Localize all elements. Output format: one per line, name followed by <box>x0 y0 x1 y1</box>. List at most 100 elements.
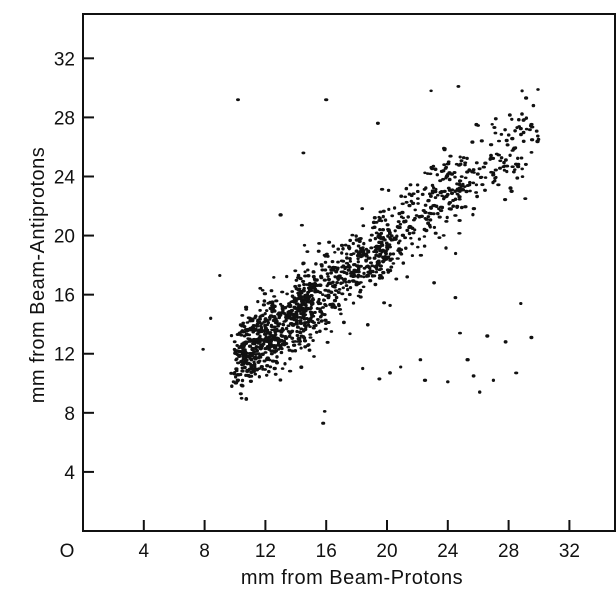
data-point <box>348 238 353 243</box>
data-point <box>290 329 295 333</box>
data-point <box>457 179 462 183</box>
data-point <box>400 202 405 206</box>
data-point <box>306 286 311 290</box>
data-point <box>325 284 329 288</box>
data-point <box>507 113 512 117</box>
data-point <box>358 290 362 294</box>
data-point <box>381 209 386 213</box>
data-point <box>373 282 378 287</box>
data-point <box>388 252 393 256</box>
data-point <box>270 349 275 353</box>
data-point <box>276 322 280 326</box>
data-point <box>382 301 387 305</box>
data-point <box>444 246 448 250</box>
data-point <box>326 277 332 282</box>
data-point <box>413 208 417 212</box>
data-point <box>311 274 316 279</box>
data-point <box>424 217 429 221</box>
data-point <box>257 359 262 363</box>
data-point <box>361 224 366 228</box>
data-point <box>314 262 318 266</box>
data-point <box>373 236 378 241</box>
data-point <box>285 292 289 296</box>
data-point <box>503 340 508 344</box>
data-point <box>351 241 355 246</box>
data-point <box>372 250 377 254</box>
data-point <box>520 175 525 179</box>
data-point <box>292 317 296 322</box>
data-point <box>405 228 410 233</box>
data-point <box>364 254 369 258</box>
data-point <box>323 260 328 264</box>
data-point <box>519 132 523 137</box>
data-point <box>257 353 262 357</box>
y-tick-label: 24 <box>54 167 76 188</box>
data-point <box>347 244 351 248</box>
data-point <box>323 327 328 331</box>
y-tick-label: 8 <box>64 404 75 425</box>
data-point <box>229 333 234 338</box>
data-point <box>378 210 383 214</box>
data-point <box>320 268 325 272</box>
data-point <box>244 332 249 336</box>
data-point <box>281 323 286 327</box>
data-point <box>429 89 433 93</box>
data-point <box>477 167 482 171</box>
data-point <box>303 345 308 349</box>
data-point <box>422 244 427 248</box>
data-point <box>395 234 399 238</box>
data-point <box>263 312 267 316</box>
data-point <box>485 334 490 338</box>
data-point <box>434 187 438 191</box>
data-point <box>325 254 330 258</box>
data-point <box>422 235 427 238</box>
data-point <box>438 179 443 183</box>
data-point <box>459 175 464 178</box>
data-point <box>311 321 317 324</box>
data-point <box>254 352 258 356</box>
data-point <box>393 229 397 233</box>
data-point <box>259 364 264 369</box>
data-point <box>411 201 416 206</box>
data-point <box>488 143 494 147</box>
data-point <box>248 354 252 358</box>
data-point <box>386 188 391 193</box>
data-point <box>263 328 268 332</box>
data-point <box>365 274 371 278</box>
data-point <box>277 311 282 315</box>
data-point <box>387 243 392 247</box>
data-point <box>337 307 343 311</box>
data-point <box>245 362 250 366</box>
data-point <box>263 351 268 354</box>
x-tick-label: 24 <box>437 541 459 562</box>
data-point <box>483 188 487 192</box>
data-point <box>510 117 514 121</box>
data-point <box>319 319 324 323</box>
data-point <box>529 138 535 142</box>
data-point <box>508 186 513 190</box>
data-point <box>246 316 251 320</box>
data-point <box>280 305 285 309</box>
data-point <box>296 273 301 277</box>
data-point <box>287 348 292 352</box>
data-point <box>293 269 298 273</box>
data-point <box>282 343 287 347</box>
data-point <box>240 363 244 367</box>
data-point <box>233 351 238 355</box>
data-point <box>272 328 276 332</box>
data-point <box>516 118 521 122</box>
data-point <box>398 251 403 255</box>
data-point <box>302 243 307 247</box>
data-point <box>365 323 370 327</box>
data-point <box>404 246 408 250</box>
data-point <box>403 220 408 224</box>
data-point <box>438 205 443 209</box>
data-point <box>344 261 350 265</box>
data-point <box>390 214 395 218</box>
data-point <box>504 138 509 143</box>
data-point <box>273 346 278 350</box>
data-point <box>256 320 260 323</box>
data-point <box>319 275 324 280</box>
data-point <box>362 275 366 279</box>
data-point <box>504 164 510 168</box>
